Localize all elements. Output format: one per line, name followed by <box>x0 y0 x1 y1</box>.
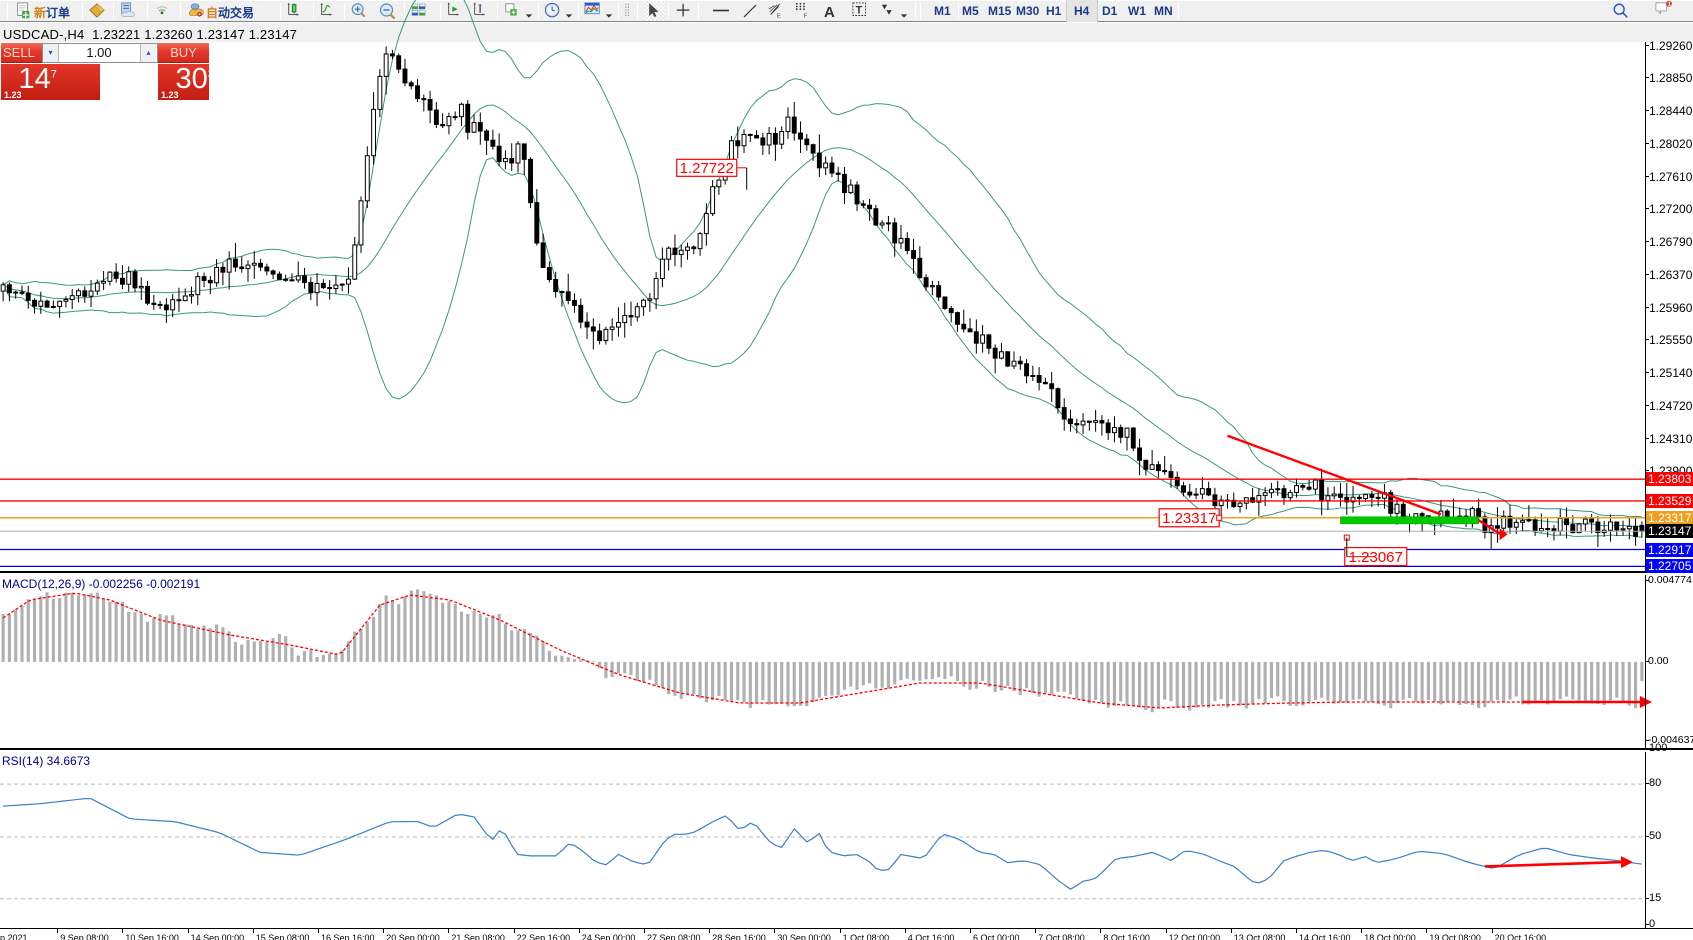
svg-text:1.27722: 1.27722 <box>680 160 734 177</box>
svg-text:1.23317: 1.23317 <box>1162 510 1216 527</box>
svg-text:F: F <box>804 13 808 19</box>
svg-text:T: T <box>856 5 863 17</box>
svg-text:E: E <box>777 13 781 19</box>
svg-text:1.23067: 1.23067 <box>1349 549 1403 566</box>
